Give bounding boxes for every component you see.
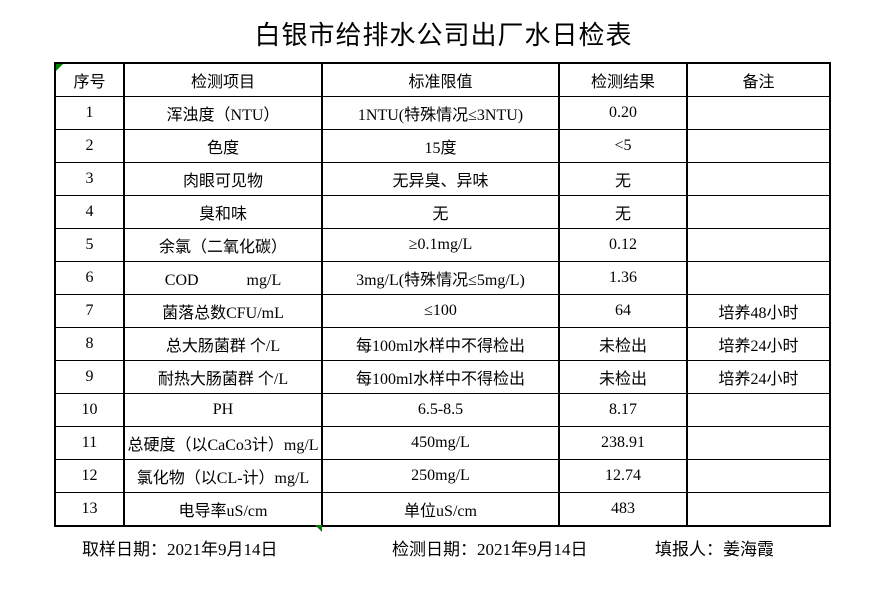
reporter-field: 填报人：姜海霞 (655, 535, 774, 560)
table-header-row: 序号 检测项目 标准限值 检测结果 备注 (54, 62, 831, 97)
table-row: 10 PH 6.5-8.5 8.17 (54, 393, 831, 427)
cell-index: 10 (54, 393, 125, 427)
cell-remark (686, 162, 831, 196)
cell-limit: 单位uS/cm (321, 492, 560, 527)
column-header-index: 序号 (54, 62, 125, 97)
table-row: 7 菌落总数CFU/mL ≤100 64 培养48小时 (54, 294, 831, 328)
cell-remark: 培养24小时 (686, 327, 831, 361)
cell-remark (686, 195, 831, 229)
table-row: 9 耐热大肠菌群 个/L 每100ml水样中不得检出 未检出 培养24小时 (54, 360, 831, 394)
cell-item: COD mg/L (123, 261, 323, 295)
cell-item: 电导率uS/cm (123, 492, 323, 527)
cell-remark: 培养24小时 (686, 360, 831, 394)
cell-index: 4 (54, 195, 125, 229)
cell-remark (686, 129, 831, 163)
cell-result: 0.12 (558, 228, 688, 262)
testing-date-field: 检测日期：2021年9月14日 (392, 535, 588, 560)
cell-result: 64 (558, 294, 688, 328)
cell-index: 8 (54, 327, 125, 361)
cell-limit: 15度 (321, 129, 560, 163)
cell-limit: 6.5-8.5 (321, 393, 560, 427)
cell-item: 菌落总数CFU/mL (123, 294, 323, 328)
cell-index: 3 (54, 162, 125, 196)
table-row: 1 浑浊度（NTU） 1NTU(特殊情况≤3NTU) 0.20 (54, 96, 831, 130)
cell-result: 8.17 (558, 393, 688, 427)
cell-remark (686, 492, 831, 527)
table-row: 5 余氯（二氧化碳） ≥0.1mg/L 0.12 (54, 228, 831, 262)
cell-index: 2 (54, 129, 125, 163)
table-row: 8 总大肠菌群 个/L 每100ml水样中不得检出 未检出 培养24小时 (54, 327, 831, 361)
cell-result: <5 (558, 129, 688, 163)
cell-item: 余氯（二氧化碳） (123, 228, 323, 262)
page-title: 白银市给排水公司出厂水日检表 (254, 21, 633, 50)
cell-index: 7 (54, 294, 125, 328)
table-row: 2 色度 15度 <5 (54, 129, 831, 163)
cell-index: 6 (54, 261, 125, 295)
excel-error-marker-icon (56, 64, 63, 71)
cell-result: 483 (558, 492, 688, 527)
cell-remark (686, 228, 831, 262)
table-row: 6 COD mg/L 3mg/L(特殊情况≤5mg/L) 1.36 (54, 261, 831, 295)
table-row: 13 电导率uS/cm 单位uS/cm 483 (54, 492, 831, 527)
cell-remark (686, 261, 831, 295)
cell-result: 无 (558, 162, 688, 196)
cell-result: 12.74 (558, 459, 688, 493)
cell-limit: ≥0.1mg/L (321, 228, 560, 262)
sampling-date-field: 取样日期：2021年9月14日 (82, 535, 278, 560)
testing-date-label: 检测日期： (392, 540, 477, 559)
cell-remark: 培养48小时 (686, 294, 831, 328)
cell-index: 5 (54, 228, 125, 262)
cell-index: 13 (54, 492, 125, 527)
cell-limit: 250mg/L (321, 459, 560, 493)
inspection-table: 序号 检测项目 标准限值 检测结果 备注 1 浑浊度（NTU） 1NTU(特殊情况≤… (54, 62, 831, 527)
column-header-item: 检测项目 (123, 62, 323, 97)
cell-remark (686, 459, 831, 493)
cell-item: 色度 (123, 129, 323, 163)
cell-limit: ≤100 (321, 294, 560, 328)
column-header-remark: 备注 (686, 62, 831, 97)
cell-result: 238.91 (558, 426, 688, 460)
cell-item: PH (123, 393, 323, 427)
cell-limit: 每100ml水样中不得检出 (321, 327, 560, 361)
cell-index: 1 (54, 96, 125, 130)
reporter-value: 姜海霞 (723, 540, 774, 559)
cell-remark (686, 96, 831, 130)
table-body: 1 浑浊度（NTU） 1NTU(特殊情况≤3NTU) 0.20 2 色度 15度 <5 3 肉眼可… (54, 96, 831, 527)
cell-limit: 无异臭、异味 (321, 162, 560, 196)
cell-item: 浑浊度（NTU） (123, 96, 323, 130)
cell-result: 无 (558, 195, 688, 229)
table-row: 3 肉眼可见物 无异臭、异味无 (54, 162, 831, 196)
reporter-label: 填报人： (655, 540, 723, 559)
cell-index: 12 (54, 459, 125, 493)
cell-item: 臭和味 (123, 195, 323, 229)
cell-result: 0.20 (558, 96, 688, 130)
sampling-date-value: 2021年9月14日 (167, 540, 278, 559)
cell-index: 11 (54, 426, 125, 460)
column-header-result: 检测结果 (558, 62, 688, 97)
table-row: 4 臭和味无无 (54, 195, 831, 229)
cell-item: 肉眼可见物 (123, 162, 323, 196)
testing-date-value: 2021年9月14日 (477, 540, 588, 559)
cell-remark (686, 393, 831, 427)
cell-item: 耐热大肠菌群 个/L (123, 360, 323, 394)
cell-limit: 450mg/L (321, 426, 560, 460)
cell-limit: 3mg/L(特殊情况≤5mg/L) (321, 261, 560, 295)
cell-index: 9 (54, 360, 125, 394)
cell-item: 总硬度（以CaCo3计）mg/L (123, 426, 323, 460)
cell-limit: 无 (321, 195, 560, 229)
cell-limit: 1NTU(特殊情况≤3NTU) (321, 96, 560, 130)
table-row: 11 总硬度（以CaCo3计）mg/L 450mg/L 238.91 (54, 426, 831, 460)
cell-remark (686, 426, 831, 460)
cell-item: 氯化物（以CL-计）mg/L (123, 459, 323, 493)
cell-result: 未检出 (558, 327, 688, 361)
cell-limit: 每100ml水样中不得检出 (321, 360, 560, 394)
cell-result: 未检出 (558, 360, 688, 394)
excel-bottom-marker-icon (315, 525, 322, 532)
column-header-limit: 标准限值 (321, 62, 560, 97)
cell-item: 总大肠菌群 个/L (123, 327, 323, 361)
table-row: 12 氯化物（以CL-计）mg/L 250mg/L 12.74 (54, 459, 831, 493)
sampling-date-label: 取样日期： (82, 540, 167, 559)
cell-result: 1.36 (558, 261, 688, 295)
